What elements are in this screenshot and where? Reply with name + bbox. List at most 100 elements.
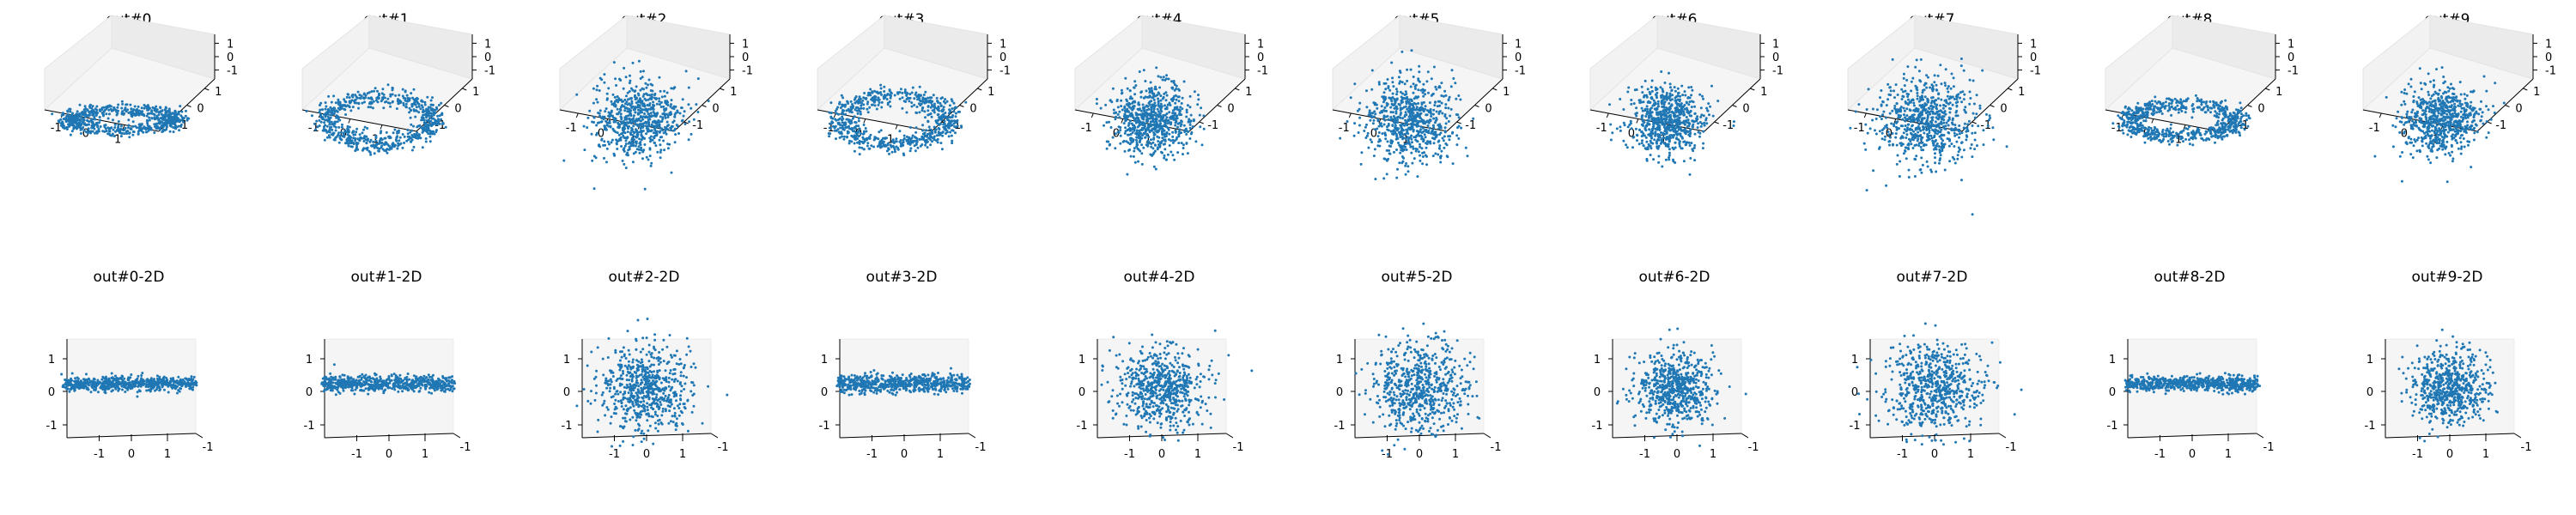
scatter-point [1398,103,1401,106]
scatter-point [1376,118,1380,121]
scatter-point [1394,100,1397,103]
scatter-point [913,103,916,106]
scatter-point [1157,97,1160,100]
scatter-point [1427,131,1431,135]
scatter-point [387,135,390,138]
scatter-point [928,112,932,116]
scatter-point [1163,156,1166,160]
scatter-point [1609,123,1613,126]
scatter-point [625,94,628,98]
scatter-point [1127,133,1131,136]
scatter-point [1136,117,1139,120]
scatter-point [1438,147,1442,150]
scatter-point [82,113,86,117]
scatter-point [1185,130,1188,133]
scatter-point [112,118,114,122]
scatter-point [1433,104,1437,107]
scatter-point [1413,87,1417,90]
scatter-point [629,120,631,124]
scatter-point [1159,76,1163,79]
scatter-point [631,161,635,164]
scatter-point [652,100,655,104]
scatter-point [1417,77,1420,81]
scatter-point [410,123,413,126]
scatter-point [623,147,626,150]
scatter-point [925,135,928,138]
scatter-point [325,136,329,139]
scatter-point [1619,125,1622,129]
scatter-point [645,121,648,124]
scatter-point [1363,130,1366,132]
scatter-point [1394,88,1398,91]
scatter-point [1608,103,1611,106]
y-tick-label: 1 [1503,86,1510,99]
scatter-point [853,134,856,137]
scatter-point [1665,142,1668,146]
scatter-point [1406,124,1409,127]
scatter-point [1393,150,1395,154]
scatter-point [1656,102,1660,106]
scatter-point [1175,88,1178,90]
scatter-point [177,112,180,115]
scatter-point [328,128,331,131]
scatter-point [1680,84,1684,88]
scatter-point [1191,125,1194,128]
scatter-point [323,138,326,142]
scatter-point [1688,173,1692,176]
scatter-point [1138,140,1141,142]
scatter-point [1399,80,1402,83]
scatter-point [924,143,927,147]
scatter-point [1691,88,1694,92]
scatter-point [882,97,885,100]
scatter-point [386,151,389,154]
scatter-point [651,138,654,142]
z-tick-label: 1 [999,38,1006,51]
scatter-point [153,118,156,121]
scatter-point [125,103,129,106]
scatter-point [1685,142,1688,146]
scatter-point [440,113,444,117]
scatter-point [1405,162,1408,165]
scatter-point [1400,101,1403,105]
scatter-point [662,139,665,142]
scatter-point [1400,155,1404,158]
scatter-point [123,108,126,112]
scatter-point [1371,122,1375,125]
scatter-point [1375,103,1378,106]
scatter-point [305,110,308,112]
scatter-point [1399,113,1402,117]
scatter-point [1162,76,1165,79]
scatter-point [339,103,343,106]
scatter-point [1409,115,1413,118]
scatter-point [1671,146,1674,149]
scatter-point [649,112,653,115]
scatter-point [366,92,369,95]
scatter-point [933,111,936,114]
scatter-point [627,142,630,145]
scatter-point [899,139,902,142]
scatter-point [1412,112,1415,115]
scatter-point [326,115,330,118]
subplot-3d-6: out#6-101-101-101 [1589,11,1783,176]
scatter-point [638,97,641,100]
scatter-point [1380,110,1383,112]
scatter-point [91,112,94,116]
scatter-point [1419,128,1422,131]
scatter-point [105,112,108,116]
scatter-point [841,121,844,124]
y-tick-label: 1 [472,86,479,99]
scatter-point [412,145,416,148]
scatter-point [1457,136,1461,140]
scatter-point [1164,91,1168,94]
x-tick-label: -1 [1596,122,1607,135]
scatter-point [858,153,861,156]
scatter-point [928,128,932,131]
scatter-point [666,104,670,106]
scatter-point [1388,144,1391,148]
scatter-point [680,119,683,123]
scatter-point [149,128,152,131]
scatter-point [1397,142,1400,144]
scatter-point [1196,103,1200,106]
scatter-point [389,105,392,108]
scatter-point [97,127,100,130]
